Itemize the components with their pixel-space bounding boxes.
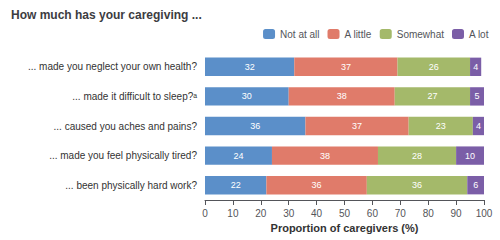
svg-text:... made it difficult to sleep: ... made it difficult to sleep?ᵃ <box>72 91 197 102</box>
svg-text:5: 5 <box>475 91 480 101</box>
svg-text:Not at all: Not at all <box>280 29 319 40</box>
svg-text:38: 38 <box>320 151 330 161</box>
svg-text:... caused you aches and pains: ... caused you aches and pains? <box>54 121 198 132</box>
svg-text:4: 4 <box>476 121 481 131</box>
svg-text:37: 37 <box>341 62 351 72</box>
svg-text:A little: A little <box>345 29 372 40</box>
svg-text:0: 0 <box>202 208 208 219</box>
svg-text:90: 90 <box>451 208 463 219</box>
svg-text:60: 60 <box>367 208 379 219</box>
svg-text:Somewhat: Somewhat <box>397 29 444 40</box>
svg-text:30: 30 <box>283 208 295 219</box>
svg-text:22: 22 <box>231 180 241 190</box>
svg-text:... made you neglect your own: ... made you neglect your own health? <box>28 61 197 72</box>
svg-text:30: 30 <box>242 91 252 101</box>
svg-text:38: 38 <box>337 91 347 101</box>
svg-text:... been physically hard work?: ... been physically hard work? <box>65 180 197 191</box>
svg-text:A lot: A lot <box>469 29 489 40</box>
svg-text:36: 36 <box>250 121 260 131</box>
svg-text:24: 24 <box>233 151 243 161</box>
svg-text:36: 36 <box>412 180 422 190</box>
svg-text:Proportion of caregivers (%): Proportion of caregivers (%) <box>271 222 419 234</box>
svg-text:6: 6 <box>473 180 478 190</box>
svg-text:27: 27 <box>427 91 437 101</box>
svg-text:28: 28 <box>412 151 422 161</box>
svg-text:20: 20 <box>255 208 267 219</box>
svg-text:36: 36 <box>312 180 322 190</box>
svg-text:How much has your caregiving .: How much has your caregiving ... <box>11 8 202 22</box>
svg-text:100: 100 <box>476 208 493 219</box>
svg-text:70: 70 <box>395 208 407 219</box>
svg-text:... made you feel physically t: ... made you feel physically tired? <box>49 150 197 161</box>
svg-text:32: 32 <box>245 62 255 72</box>
svg-text:26: 26 <box>429 62 439 72</box>
svg-text:50: 50 <box>339 208 351 219</box>
svg-text:40: 40 <box>311 208 323 219</box>
svg-text:4: 4 <box>473 62 478 72</box>
svg-text:80: 80 <box>423 208 435 219</box>
svg-text:10: 10 <box>465 151 475 161</box>
svg-text:37: 37 <box>352 121 362 131</box>
svg-text:23: 23 <box>436 121 446 131</box>
svg-text:10: 10 <box>227 208 239 219</box>
